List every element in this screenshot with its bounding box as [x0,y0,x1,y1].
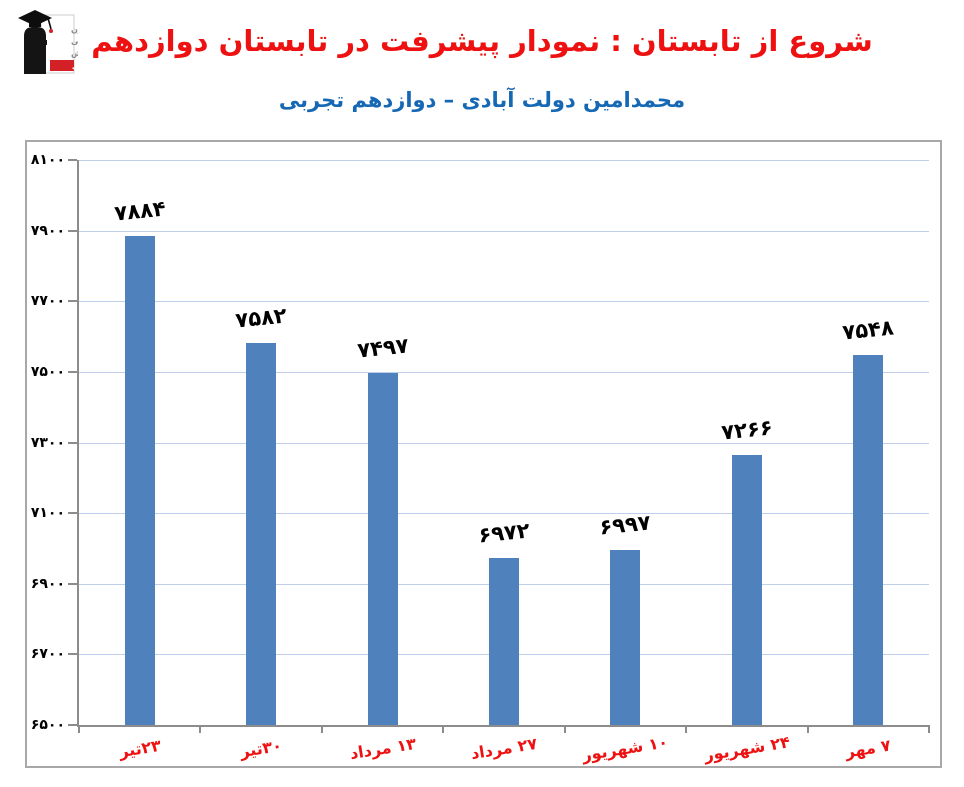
x-axis-label: ۳۰تیر [238,735,284,762]
y-axis-tick [68,300,77,303]
y-axis-tick [68,441,77,444]
x-axis-label: ۲۷ مرداد [469,733,539,764]
gridline [79,513,929,515]
y-axis-label: ۷۷۰۰ [30,293,65,310]
y-axis-label: ۶۹۰۰ [30,575,65,592]
x-axis-tick [78,725,80,733]
gridline [79,371,929,373]
bar-value-label: ۷۵۸۲ [234,303,288,333]
y-axis-tick [68,724,77,726]
page-title: شروع از تابستان : نمودار پیشرفت در تابست… [91,24,873,58]
y-axis-label: ۶۷۰۰ [30,646,65,663]
bar-value-label: ۷۵۴۸ [841,315,896,345]
x-axis-tick [320,725,323,733]
gridline [79,230,929,232]
x-axis-label: ۲۳تیر [117,735,162,762]
x-axis-label: ۲۴ شهریور [702,732,792,765]
gridline [79,160,929,161]
y-axis-label: ۷۳۰۰ [30,434,65,451]
x-axis-tick [442,725,445,733]
bar-value-label: ۶۹۷۲ [477,518,531,548]
plot-area: ۸۱۰۰ ۷۹۰۰ ۷۷۰۰ ۷۵۰۰ ۷۳۰۰ ۷۱۰۰ ۶۹۰۰ ۶۷۰۰ ۶۵۰۰ ۷۸۸۴… [31,152,930,765]
page-subtitle: محمدامین دولت آبادی – دوازدهم تجربی [278,88,686,112]
y-axis-label: ۷۵۰۰ [30,363,65,380]
bar [124,236,155,725]
y-axis-tick [68,370,77,373]
x-axis-label: ۱۳ مرداد [348,733,418,764]
logo-badge-text: قلم چی [72,63,78,71]
bar-value-label: ۶۹۹۷ [598,509,653,540]
bar [853,354,884,725]
y-axis-tick [68,582,77,585]
y-axis-label: ۶۵۰۰ [30,717,65,733]
bar [246,342,277,725]
bar [610,549,641,725]
x-axis-label: ۷ مهر [844,735,893,762]
y-axis-label: ۷۹۰۰ [30,222,65,239]
chart-frame: ۸۱۰۰ ۷۹۰۰ ۷۷۰۰ ۷۵۰۰ ۷۳۰۰ ۷۱۰۰ ۶۹۰۰ ۶۷۰۰ ۶۵۰۰ ۷۸۸۴… [25,140,942,768]
y-axis-tick [68,512,77,515]
bar [489,558,519,725]
bar [367,372,398,725]
y-axis-tick [68,229,77,232]
x-axis-tick [199,725,202,733]
bar-value-label: ۷۴۹۷ [355,333,410,363]
y-axis-tick [68,653,77,656]
x-axis-tick [563,725,566,733]
x-axis-tick [806,725,809,733]
x-axis-label: ۱۰ شهریور [581,732,670,765]
bar [731,454,762,725]
y-axis-label: ۸۱۰۰ [30,152,65,168]
gridline [79,301,929,303]
x-axis-tick [928,725,930,733]
x-axis-tick [685,725,688,733]
y-axis-label: ۷۱۰۰ [30,505,65,522]
bar-value-label: ۷۸۸۴ [112,196,167,226]
gridline [79,442,929,444]
y-axis-tick [68,159,77,161]
